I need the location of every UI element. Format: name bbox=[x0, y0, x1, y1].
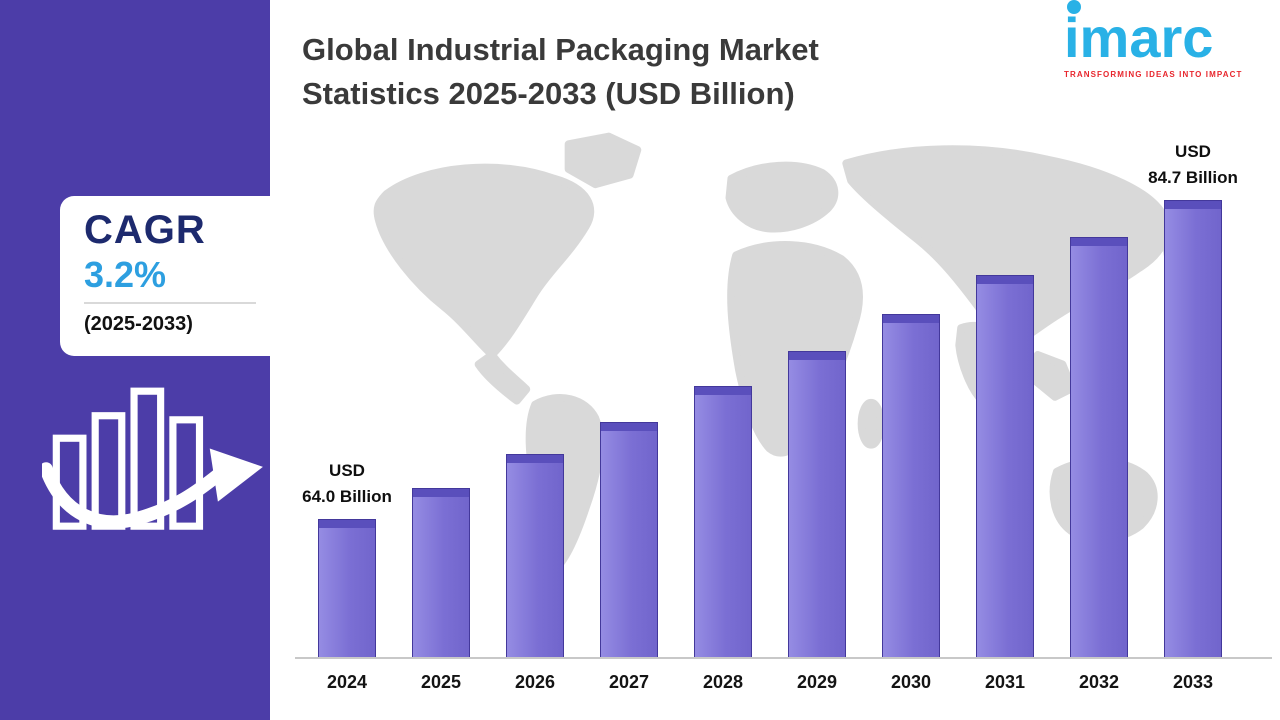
x-axis-line bbox=[295, 657, 1272, 659]
cagr-period: (2025-2033) bbox=[84, 313, 193, 336]
bar bbox=[318, 518, 376, 657]
x-axis-label: 2029 bbox=[796, 672, 838, 692]
cagr-value: 3.2% bbox=[84, 254, 167, 295]
bar-group: 2027 bbox=[582, 149, 676, 692]
x-axis-label: 2032 bbox=[1078, 672, 1120, 692]
chart-area: Global Industrial Packaging Market Stati… bbox=[270, 0, 1280, 720]
imarc-logo: imarc TRANSFORMING IDEAS INTO IMPACT bbox=[1064, 0, 1264, 79]
x-axis-label: 2033 bbox=[1172, 672, 1214, 692]
cagr-label: CAGR bbox=[84, 208, 206, 252]
bar-group: 2029 bbox=[770, 149, 864, 692]
bar bbox=[412, 487, 470, 657]
bar-group: 2026 bbox=[488, 149, 582, 692]
imarc-wordmark: imarc bbox=[1064, 6, 1214, 69]
bar-group: 2030 bbox=[864, 149, 958, 692]
x-axis-label: 2030 bbox=[890, 672, 932, 692]
bar-value-label-line: 64.0 Billion bbox=[302, 487, 392, 507]
bar-group: 2028 bbox=[676, 149, 770, 692]
sidebar-panel: CAGR 3.2% (2025-2033) bbox=[0, 0, 270, 720]
x-axis-label: 2025 bbox=[420, 672, 462, 692]
bar-value-label: USD 64.0 Billion bbox=[272, 458, 422, 511]
x-axis-label: 2027 bbox=[608, 672, 650, 692]
bars-area: 2024 2025 2026 2027 2028 2029 2030 2031 2032 2033… bbox=[300, 142, 1240, 692]
bar bbox=[788, 350, 846, 657]
x-axis-label: 2026 bbox=[514, 672, 556, 692]
bar bbox=[882, 313, 940, 657]
growth-chart-icon bbox=[39, 368, 267, 533]
bar bbox=[600, 421, 658, 657]
bar bbox=[1164, 199, 1222, 657]
chart-title-line1: Global Industrial Packaging Market bbox=[302, 32, 819, 67]
bar-group: 2025 bbox=[394, 149, 488, 692]
bar bbox=[506, 453, 564, 657]
bar-value-label-line: 84.7 Billion bbox=[1148, 168, 1238, 188]
bar-value-label-line: USD bbox=[329, 460, 365, 480]
cagr-divider bbox=[84, 302, 256, 305]
bar bbox=[694, 386, 752, 657]
bar-group: 2033 bbox=[1146, 149, 1240, 692]
bar-group: 2032 bbox=[1052, 149, 1146, 692]
bar bbox=[1070, 236, 1128, 657]
chart-title: Global Industrial Packaging Market Stati… bbox=[302, 28, 962, 116]
bar-value-label: USD 84.7 Billion bbox=[1118, 139, 1268, 192]
chart-title-line2: Statistics 2025-2033 (USD Billion) bbox=[302, 76, 795, 112]
bar bbox=[976, 275, 1034, 657]
bar-group: 2024 bbox=[300, 149, 394, 692]
cagr-card: CAGR 3.2% (2025-2033) bbox=[60, 196, 270, 356]
x-axis-label: 2024 bbox=[326, 672, 368, 692]
bar-value-label-line: USD bbox=[1175, 142, 1211, 162]
imarc-logo-text: imarc bbox=[1064, 0, 1213, 66]
bar-group: 2031 bbox=[958, 149, 1052, 692]
x-axis-label: 2031 bbox=[984, 672, 1026, 692]
imarc-logo-tagline: TRANSFORMING IDEAS INTO IMPACT bbox=[1064, 70, 1243, 79]
x-axis-label: 2028 bbox=[702, 672, 744, 692]
logo-dot-icon bbox=[1067, 0, 1081, 14]
